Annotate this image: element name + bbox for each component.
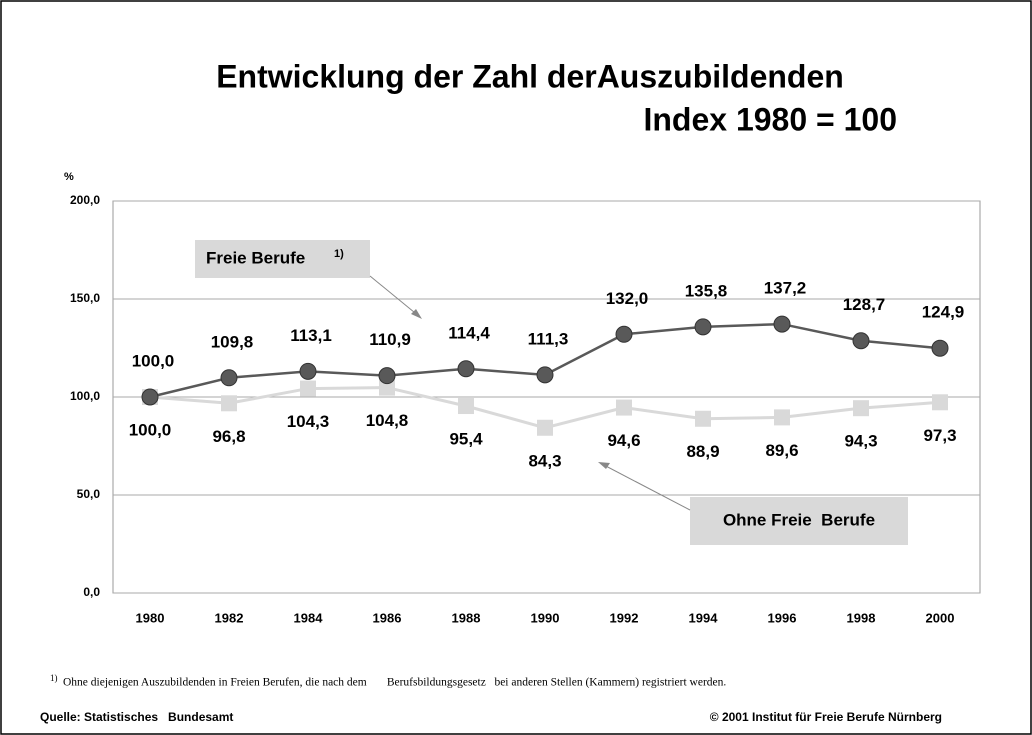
data-label: 114,4 [448, 323, 490, 342]
point [537, 419, 553, 436]
data-label: 104,8 [366, 411, 409, 430]
point [378, 367, 396, 385]
data-label: 100,0 [129, 420, 172, 439]
chart-title: Entwicklung der Zahl derAuszubildenden [216, 58, 844, 94]
data-label: 96,8 [212, 427, 245, 446]
y-tick-label: 100,0 [70, 389, 100, 403]
source: Quelle: Statistisches Bundesamt [40, 710, 233, 724]
data-label: 110,9 [369, 330, 411, 349]
y-tick-label: 50,0 [77, 487, 101, 501]
legend-label: Freie Berufe [206, 248, 305, 267]
footnote-mark: 1) [50, 673, 58, 683]
y-tick-label: 0,0 [83, 585, 100, 599]
data-label: 94,6 [607, 431, 640, 450]
data-label: 111,3 [528, 329, 569, 348]
legend-arrow [369, 275, 421, 318]
y-axis-label: % [64, 171, 74, 183]
footnote: Ohne diejenigen Auszubildenden in Freien… [63, 677, 726, 689]
x-tick-label: 1980 [136, 610, 165, 625]
point [300, 380, 316, 397]
data-label: 137,2 [764, 279, 807, 298]
data-label: 124,9 [922, 303, 965, 322]
point [616, 399, 632, 416]
x-tick-label: 1982 [215, 610, 244, 625]
marks [141, 315, 949, 436]
legend-box [690, 497, 908, 545]
legend-note: 1) [334, 248, 344, 260]
point [932, 394, 948, 411]
x-tick-label: 1986 [373, 610, 402, 625]
data-label: 84,3 [528, 451, 561, 470]
data-label: 100,0 [132, 351, 175, 370]
x-tick-label: 1984 [294, 610, 324, 625]
x-tick-label: 1998 [847, 610, 876, 625]
point [615, 325, 633, 343]
data-label: 113,1 [290, 326, 332, 345]
point [458, 398, 474, 415]
x-tick-label: 1988 [452, 610, 481, 625]
legend-label: Ohne Freie Berufe [723, 510, 875, 529]
point [220, 369, 238, 387]
data-label: 132,0 [606, 289, 649, 308]
y-tick-label: 150,0 [70, 291, 100, 305]
point [852, 332, 870, 350]
data-label: 135,8 [685, 281, 728, 300]
point [221, 395, 237, 412]
data-label: 128,7 [843, 295, 886, 314]
point [853, 400, 869, 417]
copyright: © 2001 Institut für Freie Berufe Nürnber… [710, 710, 942, 724]
x-tick-label: 1996 [768, 610, 797, 625]
x-tick-label: 1990 [531, 610, 560, 625]
point [773, 315, 791, 333]
arrow-head [411, 309, 422, 319]
point [457, 360, 475, 378]
y-tick-label: 200,0 [70, 193, 100, 207]
point [931, 339, 949, 357]
data-label: 104,3 [287, 412, 330, 431]
legend-box [195, 240, 370, 278]
x-tick-label: 2000 [926, 610, 955, 625]
data-label: 109,8 [211, 332, 254, 351]
chart-subtitle: Index 1980 = 100 [643, 101, 897, 137]
data-label: 97,3 [923, 426, 956, 445]
data-label: 89,6 [765, 441, 798, 460]
legend-arrow [601, 463, 691, 511]
point [695, 410, 711, 427]
point [299, 362, 317, 380]
x-tick-label: 1992 [610, 610, 639, 625]
point [694, 318, 712, 336]
point [379, 379, 395, 396]
point [774, 409, 790, 426]
x-tick-label: 1994 [689, 610, 719, 625]
point [536, 366, 554, 384]
arrow-head [598, 462, 610, 469]
point [141, 388, 159, 406]
data-label: 94,3 [844, 432, 877, 451]
data-label: 88,9 [686, 442, 719, 461]
data-label: 95,4 [449, 430, 483, 449]
